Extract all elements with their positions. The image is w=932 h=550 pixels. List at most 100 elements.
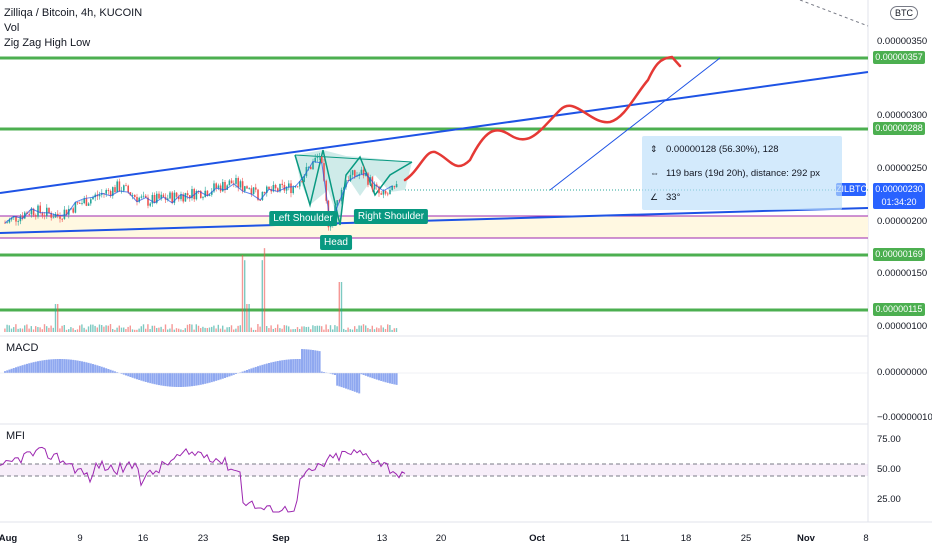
mfi-title[interactable]: MFI bbox=[6, 430, 25, 442]
macd-bar bbox=[81, 361, 83, 373]
volume-bar bbox=[310, 329, 312, 332]
candle-body bbox=[204, 190, 206, 198]
level-label-357[interactable]: 0.00000357 bbox=[873, 51, 925, 64]
candle-body bbox=[285, 187, 288, 191]
volume-bar bbox=[96, 327, 98, 332]
volume-bar bbox=[395, 328, 398, 332]
candle-body bbox=[169, 192, 171, 199]
macd-bar bbox=[296, 359, 299, 373]
volume-bar bbox=[224, 329, 226, 332]
head-label[interactable]: Head bbox=[320, 235, 352, 250]
macd-bar bbox=[89, 363, 92, 373]
candle-body bbox=[279, 183, 281, 192]
volume-bar bbox=[28, 328, 30, 332]
projection-curve[interactable] bbox=[403, 55, 682, 182]
macd-bar bbox=[316, 350, 319, 373]
candle-body bbox=[257, 189, 259, 200]
neckline[interactable] bbox=[294, 154, 413, 163]
volume-bar bbox=[72, 328, 74, 332]
x-tick-18: 18 bbox=[680, 533, 692, 544]
support-band bbox=[0, 216, 868, 238]
volume-bar bbox=[13, 327, 15, 332]
candle-body bbox=[92, 197, 94, 200]
volume-bar bbox=[270, 325, 272, 332]
right-shoulder-label[interactable]: Right Shoulder bbox=[353, 209, 429, 224]
macd-tick-zero: 0.00000000 bbox=[877, 367, 928, 378]
left-shoulder-label[interactable]: Left Shoulder bbox=[269, 211, 337, 226]
candle-body bbox=[118, 181, 121, 192]
angle-trend-line[interactable] bbox=[549, 57, 721, 191]
candle-body bbox=[283, 184, 286, 191]
candle-body bbox=[83, 198, 85, 204]
currency-badge[interactable]: BTC bbox=[890, 6, 918, 20]
x-tick-25: 25 bbox=[740, 533, 752, 544]
volume-bar bbox=[50, 325, 52, 332]
level-label-115[interactable]: 0.00000115 bbox=[873, 303, 925, 316]
macd-bar bbox=[127, 373, 130, 377]
volume-bar bbox=[191, 324, 193, 332]
macd-bar bbox=[314, 350, 317, 373]
volume-bar bbox=[281, 328, 283, 332]
macd-bar bbox=[259, 365, 262, 373]
y-tick-350: 0.00000350 bbox=[877, 36, 928, 47]
measure-price-text: 0.00000128 (56.30%), 128 bbox=[666, 144, 779, 155]
candle-body bbox=[28, 213, 30, 215]
last-price-label[interactable]: 0.00000230 01:34:20 bbox=[873, 183, 925, 209]
volume-bar bbox=[202, 326, 204, 332]
volume-bar bbox=[323, 329, 325, 332]
macd-bar bbox=[265, 363, 268, 373]
macd-bar bbox=[19, 365, 22, 373]
macd-bar bbox=[367, 373, 369, 377]
volume-bar bbox=[151, 325, 153, 332]
candle-body bbox=[50, 212, 52, 218]
mfi-tick-50: 50.00 bbox=[877, 464, 901, 475]
macd-bar bbox=[336, 373, 339, 386]
level-label-288[interactable]: 0.00000288 bbox=[873, 122, 925, 135]
macd-tick-neg: −0.00000010 bbox=[877, 412, 932, 423]
macd-bar bbox=[331, 373, 334, 375]
level-label-169[interactable]: 0.00000169 bbox=[873, 248, 925, 261]
macd-bar bbox=[21, 365, 24, 373]
volume-bar bbox=[246, 304, 248, 332]
candle-body bbox=[131, 195, 134, 196]
volume-bar bbox=[189, 324, 191, 332]
candle-body bbox=[211, 191, 213, 195]
dashed-trend-line[interactable] bbox=[799, 0, 869, 27]
candle-body bbox=[17, 221, 19, 223]
candle-body bbox=[393, 185, 396, 188]
candle-body bbox=[307, 166, 310, 168]
y-tick-300: 0.00000300 bbox=[877, 110, 928, 121]
zigzag-indicator-label[interactable]: Zig Zag High Low bbox=[4, 37, 91, 49]
chart-legend: Zilliqa / Bitcoin, 4h, KUCOIN Vol Zig Za… bbox=[4, 6, 142, 51]
candle-body bbox=[323, 163, 325, 181]
upper-channel-line[interactable] bbox=[0, 71, 869, 194]
macd-bar bbox=[219, 373, 222, 380]
volume-bar bbox=[200, 328, 202, 332]
volume-bar bbox=[391, 329, 393, 332]
vol-indicator-label[interactable]: Vol bbox=[4, 22, 20, 34]
x-tick-20: 20 bbox=[435, 533, 447, 544]
symbol-title[interactable]: Zilliqa / Bitcoin, 4h, KUCOIN bbox=[4, 7, 143, 19]
macd-bar bbox=[4, 371, 6, 373]
volume-bar bbox=[261, 260, 263, 332]
candle-body bbox=[13, 216, 15, 218]
ticker-tag[interactable]: ZILBTC bbox=[836, 183, 868, 196]
candle-body bbox=[244, 186, 246, 192]
measure-tool-box[interactable]: ⇕ 0.00000128 (56.30%), 128 ⇔ 119 bars (19d… bbox=[642, 136, 842, 210]
macd-bar bbox=[351, 373, 354, 391]
head-shoulders-outline[interactable] bbox=[294, 149, 413, 226]
candle-body bbox=[272, 184, 275, 192]
macd-bar bbox=[281, 360, 284, 373]
candle-body bbox=[382, 190, 385, 195]
candle-body bbox=[336, 200, 338, 206]
lower-channel-line[interactable] bbox=[0, 207, 869, 234]
macd-title[interactable]: MACD bbox=[6, 342, 39, 354]
candle-body bbox=[116, 181, 118, 193]
volume-bar bbox=[120, 327, 123, 332]
volume-bar bbox=[250, 327, 252, 332]
candle-body bbox=[222, 181, 224, 192]
volume-bar bbox=[118, 325, 120, 332]
volume-bar bbox=[340, 282, 343, 332]
candle-body bbox=[48, 207, 50, 213]
